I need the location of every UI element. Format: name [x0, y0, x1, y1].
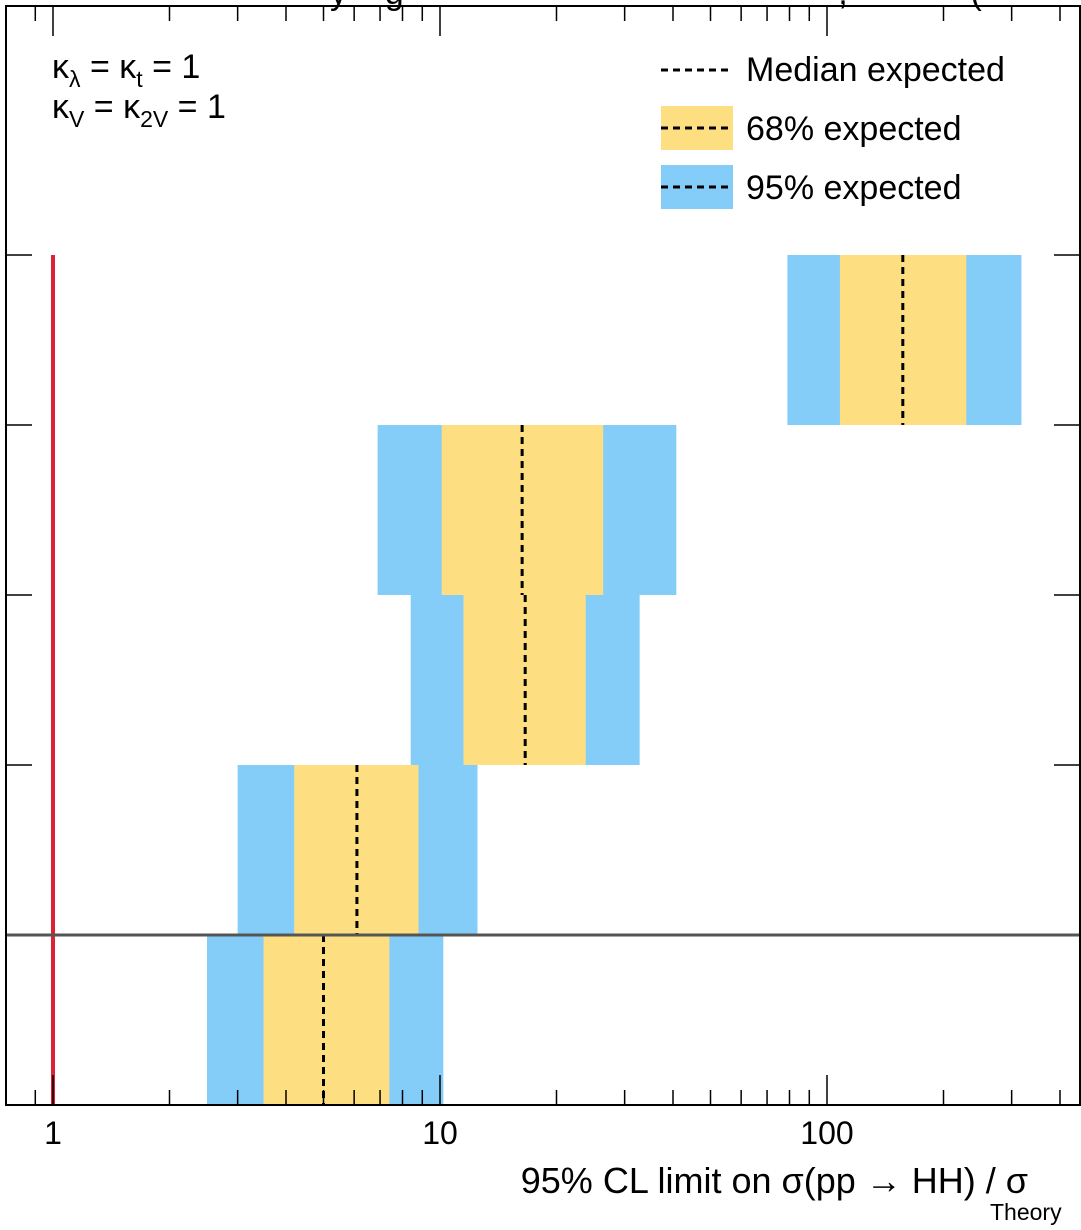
annotation-kappa-v-2v: κV = κ2V = 1	[52, 88, 226, 132]
ticks-layer	[34, 6, 1061, 1105]
legend-label-68: 68% expected	[746, 110, 962, 148]
band-68-row-5	[263, 935, 390, 1105]
x-tick-label-1: 1	[44, 1115, 62, 1151]
bands-layer	[207, 255, 1022, 1105]
annotation-kappa-lambda-t: κλ = κt = 1	[52, 48, 200, 92]
x-tick-labels: 1 10 100	[44, 1115, 854, 1151]
legend: Median expected 68% expected 95% expecte…	[661, 51, 1005, 209]
legend-label-median: Median expected	[746, 51, 1005, 89]
x-axis-label: 95% CL limit on σ(pp → HH) / σ	[521, 1160, 1028, 1201]
x-tick-label-100: 100	[800, 1115, 853, 1151]
plot-frame	[5, 5, 1081, 1106]
legend-label-95: 95% expected	[746, 169, 962, 207]
row-ticks	[6, 254, 1080, 766]
x-axis-label-subscript: Theory	[990, 1199, 1062, 1225]
x-tick-label-10: 10	[422, 1115, 458, 1151]
